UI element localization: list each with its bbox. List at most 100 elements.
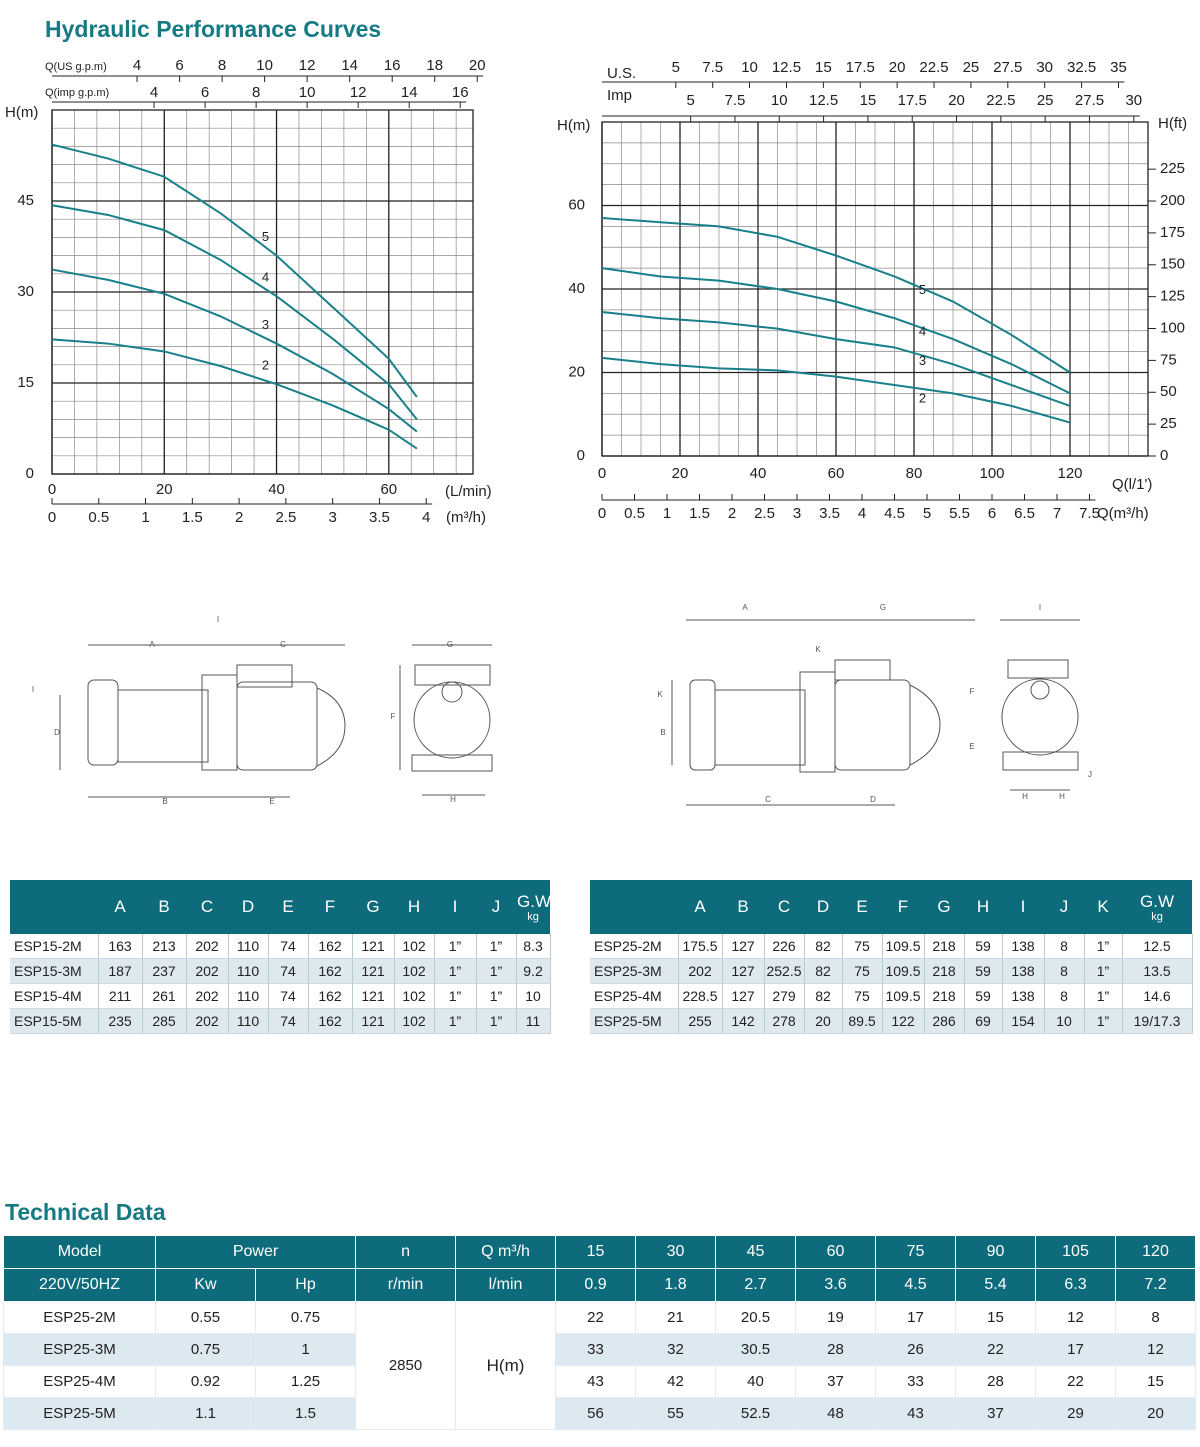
axis-tick-label: 6.5 — [1014, 505, 1035, 522]
head-cell: 33 — [875, 1365, 957, 1398]
axis-tick-label: 0.5 — [624, 505, 645, 522]
value-cell: 218 — [924, 983, 965, 1009]
axis-tick-label: 16 — [452, 84, 469, 101]
value-cell: 213 — [142, 934, 187, 959]
header-cell: 0.9 — [555, 1268, 637, 1302]
axis-tick-label: 18 — [426, 57, 443, 74]
value-cell: 102 — [394, 958, 435, 984]
column-header: B — [158, 897, 170, 916]
column-header: K — [1097, 897, 1109, 916]
axis-tick-label: 32.5 — [1067, 59, 1096, 76]
value-cell: 1” — [434, 983, 477, 1009]
axis-tick-label: 17.5 — [846, 59, 875, 76]
curve-label: 2 — [262, 358, 269, 373]
pump-drawing-1 — [59, 644, 493, 798]
head-cell: 52.5 — [715, 1397, 797, 1430]
header-cell: I — [434, 880, 476, 934]
value-cell: 228.5 — [678, 983, 723, 1009]
value-cell: 121 — [352, 934, 395, 959]
dimension-label: G — [880, 603, 886, 612]
technical-table: Model Power n Q m³/h 15 30 45 60 75 90 105 120 220V/… — [3, 1235, 1197, 1430]
dimension-label: C — [280, 640, 286, 649]
x-tick-label: 0 — [598, 465, 606, 482]
value-cell: 59 — [964, 958, 1003, 984]
axis-label: Q(US g.p.m) — [45, 61, 107, 73]
charts-and-drawings: A I C I D B E G F H A G I K K B F E C D … — [5, 57, 1187, 806]
head-cell: 40 — [715, 1365, 797, 1398]
value-cell: 110 — [228, 958, 269, 984]
value-cell: 1” — [476, 958, 517, 984]
value-cell: 202 — [186, 983, 229, 1009]
value-cell: 202 — [678, 958, 723, 984]
y2-tick-label: 50 — [1160, 383, 1177, 400]
curve-label: 3 — [262, 317, 269, 332]
column-header: G.W — [1140, 892, 1174, 911]
axis-tick-label: 2 — [728, 505, 736, 522]
axis-tick-label: 10 — [741, 59, 758, 76]
y2-tick-label: 200 — [1160, 192, 1185, 209]
column-header: C — [777, 897, 791, 916]
value-cell: 110 — [228, 934, 269, 959]
axis-tick-label: 3.5 — [819, 505, 840, 522]
header-cell: Model — [3, 1235, 156, 1269]
head-cell: 15 — [1115, 1365, 1197, 1398]
x-tick-label: 100 — [979, 465, 1004, 482]
y-tick-label: 60 — [568, 196, 585, 213]
value-cell: 82 — [804, 983, 843, 1009]
model-cell: ESP25-2M — [3, 1301, 156, 1334]
value-cell: 279 — [764, 983, 805, 1009]
header-cell: D — [804, 880, 842, 934]
value-cell: 10 — [1044, 1008, 1085, 1034]
model-cell: ESP15-2M — [10, 934, 99, 959]
table-row: ESP25-2M 0.55 0.75 2850 H(m) 22 21 20.5 19 17 15 12… — [3, 1301, 1197, 1430]
dimension-label: D — [870, 795, 876, 804]
axis-tick-label: 1.5 — [182, 509, 203, 526]
value-cell: 59 — [964, 983, 1003, 1009]
axis-tick-label: 12 — [350, 84, 367, 101]
head-cell: 33 — [555, 1333, 637, 1366]
curve — [51, 338, 418, 450]
value-cell: 20 — [804, 1008, 843, 1034]
dimension-label: F — [391, 712, 396, 721]
value-cell: 69 — [964, 1008, 1003, 1034]
table-row: ESP25-4M 228.5 127 279 82 75 109.5 218 59 138 8 1” 1… — [590, 983, 1193, 1009]
axis-tick-label: 4 — [858, 505, 866, 522]
table-body: ESP25-2M 175.5 127 226 82 75 109.5 218 59 138 8 1” 1… — [590, 934, 1193, 1034]
axis-tick-label: 16 — [384, 57, 401, 74]
head-cell: 42 — [635, 1365, 717, 1398]
value-cell: 138 — [1002, 958, 1045, 984]
table-row: ESP25-3M 202 127 252.5 82 75 109.5 218 59 138 8 1” 1… — [590, 958, 1193, 984]
head-cell: 22 — [1035, 1365, 1117, 1398]
value-cell: 10 — [516, 983, 551, 1009]
header-cell: F — [308, 880, 352, 934]
x-tick-label: 40 — [750, 465, 767, 482]
value-cell: 211 — [98, 983, 143, 1009]
header-cell: Kw — [155, 1268, 256, 1302]
value-cell: 109.5 — [882, 983, 925, 1009]
header-cell: 30 — [635, 1235, 717, 1269]
header-cell: A — [678, 880, 722, 934]
x-tick-label: 40 — [268, 481, 285, 498]
curve-label: 2 — [919, 390, 926, 405]
axis-tick-label: 12.5 — [809, 92, 838, 109]
head-cell: 48 — [795, 1397, 877, 1430]
value-cell: 109.5 — [882, 934, 925, 959]
speed-cell: 2850 — [355, 1301, 457, 1430]
header-row: 220V/50HZ Kw Hp r/min l/min 0.9 1.8 2.7 3.6 4.5 5.… — [3, 1268, 1197, 1302]
value-cell: 1” — [476, 983, 517, 1009]
header-cell: H — [394, 880, 434, 934]
axis-tick-label: 12.5 — [772, 59, 801, 76]
column-header: I — [452, 897, 458, 916]
value-cell: 82 — [804, 934, 843, 959]
header-cell: 120 — [1115, 1235, 1197, 1269]
header-cell: 2.7 — [715, 1268, 797, 1302]
value-cell: 19/17.3 — [1122, 1008, 1193, 1034]
column-header: A — [114, 897, 126, 916]
head-cell: 37 — [795, 1365, 877, 1398]
table-row: ESP15-5M 235 285 202 110 74 162 121 102 1” 1” 11 — [10, 1008, 551, 1034]
dimension-label: B — [660, 728, 665, 737]
axis-tick-label: 15 — [815, 59, 832, 76]
head-cell: 37 — [955, 1397, 1037, 1430]
